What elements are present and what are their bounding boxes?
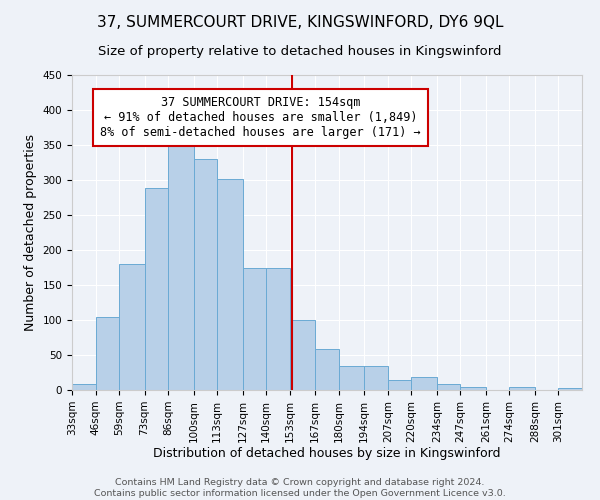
Bar (460, 386, 486, 390)
Text: 37 SUMMERCOURT DRIVE: 154sqm
← 91% of detached houses are smaller (1,849)
8% of : 37 SUMMERCOURT DRIVE: 154sqm ← 91% of de… (100, 96, 421, 139)
Bar (242, 268, 266, 390)
Bar (364, 366, 388, 390)
Bar (412, 378, 437, 390)
Bar (194, 159, 217, 390)
Text: Size of property relative to detached houses in Kingswinford: Size of property relative to detached ho… (98, 45, 502, 58)
Bar (509, 386, 535, 390)
Bar (217, 178, 242, 390)
Bar (339, 366, 364, 390)
X-axis label: Distribution of detached houses by size in Kingswinford: Distribution of detached houses by size … (153, 448, 501, 460)
Text: 37, SUMMERCOURT DRIVE, KINGSWINFORD, DY6 9QL: 37, SUMMERCOURT DRIVE, KINGSWINFORD, DY6… (97, 15, 503, 30)
Bar (388, 380, 412, 390)
Y-axis label: Number of detached properties: Number of detached properties (24, 134, 37, 331)
Text: Contains HM Land Registry data © Crown copyright and database right 2024.
Contai: Contains HM Land Registry data © Crown c… (94, 478, 506, 498)
Bar (290, 320, 315, 390)
Bar (437, 384, 460, 390)
Bar (95, 316, 119, 390)
Bar (266, 268, 290, 390)
Bar (72, 384, 95, 390)
Bar (168, 134, 194, 390)
Bar (119, 264, 145, 390)
Bar (315, 350, 339, 390)
Bar (145, 188, 168, 390)
Bar (559, 388, 582, 390)
